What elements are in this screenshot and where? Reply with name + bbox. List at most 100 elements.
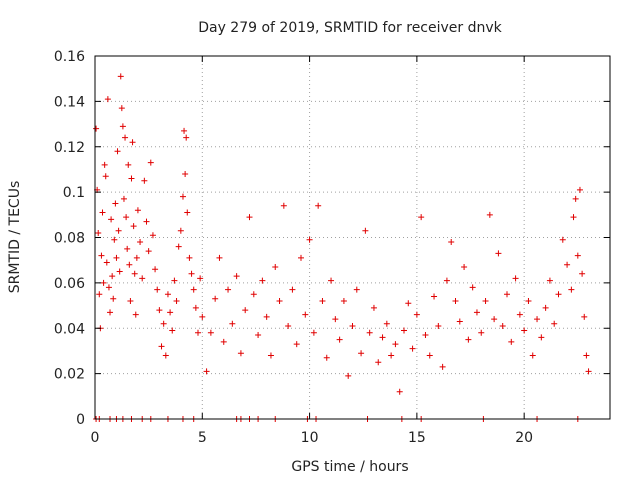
data-point	[409, 345, 416, 352]
data-point	[156, 307, 163, 314]
data-point	[551, 320, 558, 327]
data-point	[229, 320, 236, 327]
data-point	[456, 318, 463, 325]
data-point	[179, 193, 186, 200]
data-point	[405, 300, 412, 307]
data-point	[469, 284, 476, 291]
data-point	[183, 134, 190, 141]
data-point	[113, 254, 120, 261]
data-point	[272, 263, 279, 270]
data-point	[105, 284, 112, 291]
data-point	[181, 127, 188, 134]
data-point	[119, 123, 126, 130]
data-point	[130, 223, 137, 230]
data-point	[190, 286, 197, 293]
data-point	[353, 286, 360, 293]
data-point	[529, 352, 536, 359]
x-tick-label: 10	[301, 430, 319, 446]
data-point	[255, 332, 262, 339]
data-point	[289, 286, 296, 293]
data-point	[117, 73, 124, 80]
data-point	[383, 320, 390, 327]
data-point	[401, 327, 407, 334]
data-point	[431, 293, 438, 300]
data-point	[109, 273, 116, 280]
data-point	[486, 211, 493, 218]
data-point	[336, 336, 343, 343]
data-point	[293, 341, 300, 348]
y-tick-label: 0.08	[54, 231, 85, 247]
data-point	[315, 202, 322, 209]
data-point	[280, 202, 287, 209]
y-tick-label: 0.14	[54, 94, 85, 110]
data-point	[199, 313, 206, 320]
data-point	[114, 148, 121, 155]
data-point	[133, 254, 140, 261]
data-point	[134, 207, 141, 214]
data-point	[118, 105, 125, 112]
data-point	[184, 209, 191, 216]
data-point	[435, 322, 442, 329]
data-point	[298, 254, 304, 261]
y-tick-label: 0.02	[54, 367, 85, 383]
data-point	[570, 214, 577, 221]
data-point	[418, 214, 425, 221]
data-point	[439, 363, 446, 370]
data-point	[564, 261, 571, 268]
x-axis-label: GPS time / hours	[291, 459, 408, 475]
data-point	[478, 329, 485, 336]
data-point	[167, 309, 174, 316]
data-point	[443, 277, 450, 284]
data-point	[115, 227, 122, 234]
data-point	[237, 350, 244, 357]
data-point	[512, 275, 519, 282]
data-point	[182, 170, 189, 177]
data-point	[259, 277, 266, 284]
data-point	[328, 277, 335, 284]
data-point	[538, 334, 545, 341]
data-point	[546, 277, 553, 284]
data-point	[104, 96, 111, 103]
data-point	[123, 214, 130, 221]
data-point	[220, 338, 227, 345]
y-axis-label: SRMTID / TECUs	[7, 181, 23, 294]
data-point	[516, 311, 523, 318]
data-point	[499, 322, 506, 329]
data-point	[340, 298, 347, 305]
data-point	[154, 286, 161, 293]
data-point	[465, 336, 472, 343]
data-point	[162, 352, 169, 359]
data-point	[132, 311, 139, 318]
data-point	[212, 295, 219, 302]
data-point	[177, 227, 184, 234]
data-point	[107, 309, 114, 316]
data-point	[568, 286, 575, 293]
chart-title: Day 279 of 2019, SRMTID for receiver dnv…	[198, 20, 502, 36]
data-point	[495, 250, 502, 257]
data-point	[370, 304, 377, 311]
data-point	[542, 304, 549, 311]
data-point	[508, 338, 515, 345]
data-point	[379, 334, 386, 341]
data-point	[141, 177, 148, 184]
y-tick-label: 0.06	[54, 276, 85, 292]
x-tick-label: 0	[91, 430, 100, 446]
data-point	[375, 359, 382, 366]
data-point	[426, 352, 433, 359]
data-point	[101, 161, 108, 168]
data-point	[576, 186, 583, 193]
data-point	[585, 368, 592, 375]
data-point	[95, 229, 102, 236]
data-point	[203, 368, 210, 375]
data-point	[473, 309, 480, 316]
data-point	[137, 239, 144, 246]
data-point	[125, 161, 132, 168]
data-point	[349, 322, 356, 329]
data-point	[362, 227, 369, 234]
plot-frame	[94, 55, 611, 420]
data-point	[555, 291, 562, 298]
data-point	[267, 352, 274, 359]
data-point	[102, 173, 109, 180]
data-point	[126, 261, 133, 268]
